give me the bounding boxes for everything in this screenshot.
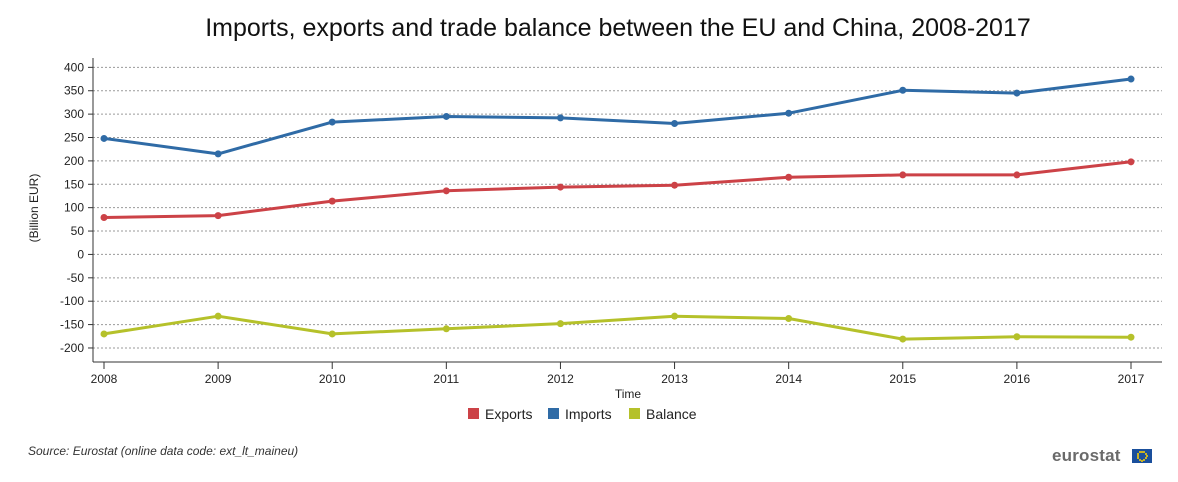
series-line-exports (103, 160, 1132, 219)
legend-label-exports: Exports (485, 406, 532, 422)
y-tick-label: -50 (67, 271, 85, 285)
series-lines (100, 75, 1135, 343)
data-point-balance (671, 312, 679, 320)
data-point-balance (1013, 333, 1021, 341)
x-tick-label: 2011 (433, 372, 459, 386)
x-tick-label: 2013 (661, 372, 688, 386)
y-axis-label: (Billion EUR) (27, 174, 41, 243)
data-point-balance (1127, 333, 1135, 341)
source-note: Source: Eurostat (online data code: ext_… (28, 444, 299, 458)
x-axis-label: Time (615, 387, 642, 401)
data-point-exports (214, 212, 222, 220)
data-point-balance (328, 330, 336, 338)
data-point-imports (442, 112, 450, 120)
flag-star-icon (1136, 455, 1139, 457)
line-chart: Imports, exports and trade balance betwe… (27, 14, 1162, 422)
data-point-imports (1127, 75, 1135, 83)
data-point-imports (785, 109, 793, 117)
eurostat-logo: eurostat (1052, 446, 1121, 465)
series-line-balance (103, 314, 1132, 341)
y-tick-label: 150 (64, 177, 84, 191)
data-point-exports (899, 171, 907, 179)
series-line-imports (103, 77, 1132, 156)
flag-star-icon (1137, 457, 1140, 460)
x-tick-labels: 2008 2009 2010 2011 2012 2013 2014 2015 2016 2017 (91, 372, 1145, 386)
data-point-imports (328, 118, 336, 126)
y-tick-label: 100 (64, 201, 84, 215)
y-tick-label: 250 (64, 131, 84, 145)
legend-swatch-exports (468, 408, 479, 419)
y-tick-label: -150 (60, 318, 84, 332)
x-tick-label: 2014 (775, 372, 802, 386)
data-point-exports (1013, 171, 1021, 179)
y-tick-label: 50 (71, 224, 85, 238)
flag-star-icon (1144, 457, 1147, 460)
data-point-balance (442, 325, 450, 333)
flag-star-icon (1145, 455, 1148, 457)
flag-star-icon (1144, 452, 1147, 455)
y-tick-label: 0 (77, 247, 84, 261)
data-point-exports (785, 173, 793, 181)
data-point-imports (100, 134, 108, 142)
data-point-exports (556, 183, 564, 191)
data-point-exports (671, 181, 679, 189)
flag-star-icon (1143, 458, 1146, 461)
eu-flag-icon (1132, 449, 1152, 463)
x-tick-label: 2012 (547, 372, 574, 386)
y-tick-label: 300 (64, 107, 84, 121)
x-tick-label: 2009 (205, 372, 232, 386)
flag-star-icon (1138, 451, 1141, 454)
data-point-exports (100, 213, 108, 221)
flag-star-icon (1138, 458, 1141, 461)
x-tick-label: 2008 (91, 372, 118, 386)
data-point-exports (328, 197, 336, 205)
legend: Exports Imports Balance (468, 406, 697, 422)
data-point-balance (214, 312, 222, 320)
data-point-imports (214, 150, 222, 158)
flag-star-icon (1143, 451, 1146, 454)
data-point-imports (899, 86, 907, 94)
grid-lines (88, 66, 1162, 349)
y-tick-label: 400 (64, 60, 84, 74)
data-point-imports (1013, 89, 1021, 97)
x-tick-label: 2017 (1118, 372, 1145, 386)
y-tick-label: 200 (64, 154, 84, 168)
legend-label-balance: Balance (646, 406, 697, 422)
data-point-balance (556, 320, 564, 328)
data-point-imports (671, 119, 679, 127)
x-tick-label: 2010 (319, 372, 346, 386)
data-point-exports (442, 187, 450, 195)
flag-star-icon (1137, 452, 1140, 455)
x-tick-label: 2015 (889, 372, 916, 386)
data-point-balance (100, 330, 108, 338)
y-tick-label: 350 (64, 84, 84, 98)
legend-swatch-balance (629, 408, 640, 419)
x-tick-label: 2016 (1004, 372, 1031, 386)
data-point-exports (1127, 158, 1135, 166)
data-point-balance (785, 315, 793, 323)
y-tick-label: -100 (60, 294, 84, 308)
flag-star-icon (1141, 450, 1143, 453)
legend-label-imports: Imports (565, 406, 612, 422)
chart-title: Imports, exports and trade balance betwe… (205, 14, 1031, 42)
flag-star-icon (1141, 459, 1143, 462)
y-tick-label: -200 (60, 341, 84, 355)
legend-swatch-imports (548, 408, 559, 419)
axes (92, 58, 1162, 369)
data-point-balance (899, 335, 907, 343)
y-tick-labels: 400 350 300 250 200 150 100 50 0 -50 -100 -150 -200 (60, 60, 84, 355)
data-point-imports (556, 114, 564, 122)
